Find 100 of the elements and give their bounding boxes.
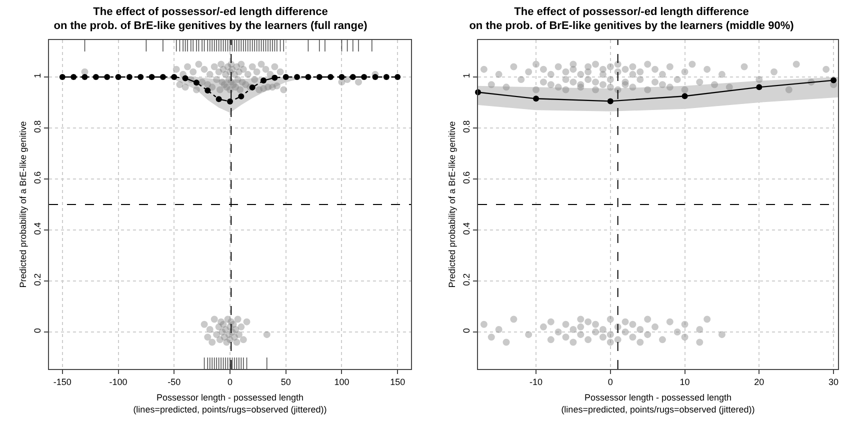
point bbox=[372, 74, 378, 80]
point bbox=[629, 334, 636, 341]
point bbox=[592, 328, 600, 336]
point bbox=[606, 316, 614, 323]
point bbox=[681, 320, 688, 328]
point bbox=[584, 336, 592, 344]
point bbox=[115, 74, 122, 80]
point bbox=[383, 74, 390, 80]
point bbox=[614, 336, 622, 344]
point bbox=[718, 331, 726, 338]
point bbox=[629, 320, 636, 328]
point bbox=[606, 331, 614, 338]
point bbox=[525, 331, 532, 338]
x-tick-label: 0 bbox=[227, 376, 233, 387]
point bbox=[282, 74, 289, 80]
point bbox=[622, 328, 629, 336]
point bbox=[502, 338, 510, 346]
y-tick-label: 0.6 bbox=[32, 171, 42, 184]
point bbox=[644, 331, 652, 338]
point bbox=[182, 75, 188, 82]
point bbox=[305, 74, 312, 80]
point bbox=[696, 338, 704, 346]
point bbox=[674, 328, 681, 336]
point bbox=[495, 326, 502, 333]
x-tick-label: 150 bbox=[390, 376, 406, 387]
point bbox=[59, 74, 66, 80]
point bbox=[148, 74, 155, 80]
y-tick-label: 1 bbox=[32, 73, 42, 78]
point bbox=[547, 318, 554, 326]
y-axis-title: Predicted probability of a BrE-like genitive bbox=[446, 121, 457, 288]
point bbox=[666, 318, 674, 326]
point bbox=[234, 316, 242, 323]
y-tick-label: 0 bbox=[32, 328, 42, 334]
point bbox=[240, 336, 247, 344]
chart-title: The effect of possessor/-ed length difference on the prob. of BrE-like genitives by the learners (full range) bbox=[54, 6, 368, 32]
x-tick-label: 10 bbox=[680, 376, 690, 387]
point bbox=[547, 336, 554, 344]
point bbox=[488, 334, 495, 341]
point bbox=[193, 80, 200, 86]
point bbox=[622, 318, 629, 326]
point bbox=[533, 96, 540, 102]
point bbox=[171, 74, 178, 80]
y-tick-label: 0.8 bbox=[32, 120, 42, 133]
point bbox=[263, 331, 270, 338]
point bbox=[316, 74, 322, 80]
point bbox=[235, 331, 242, 338]
y-tick-label: 1 bbox=[461, 73, 472, 78]
point bbox=[213, 331, 220, 338]
point bbox=[830, 77, 837, 84]
point bbox=[232, 326, 240, 333]
point bbox=[160, 74, 166, 80]
x-axis-title: Possessor length - possessed length (lines=predicted, points/rugs=observed (jittered)) bbox=[133, 392, 327, 414]
x-tick-label: 100 bbox=[334, 376, 350, 387]
point bbox=[540, 323, 547, 330]
y-tick-label: 0.2 bbox=[461, 273, 472, 286]
point bbox=[658, 336, 666, 344]
point bbox=[606, 338, 614, 346]
point bbox=[238, 323, 245, 330]
point bbox=[480, 320, 488, 328]
point bbox=[350, 74, 356, 80]
point bbox=[681, 334, 688, 341]
y-tick-label: 0.8 bbox=[461, 120, 472, 133]
point bbox=[599, 326, 606, 333]
x-tick-label: 30 bbox=[828, 376, 839, 387]
x-tick-label: 50 bbox=[280, 376, 291, 387]
point bbox=[577, 316, 584, 323]
point bbox=[82, 74, 88, 80]
x-tick-label: 0 bbox=[608, 376, 613, 387]
point bbox=[338, 74, 345, 80]
point bbox=[652, 323, 659, 330]
point bbox=[260, 78, 267, 84]
point bbox=[756, 84, 762, 90]
point bbox=[92, 74, 99, 80]
x-axis-title: Possessor length - possessed length (lines=predicted, points/rugs=observed (jittered)) bbox=[561, 392, 755, 414]
x-tick-label: -100 bbox=[109, 376, 128, 387]
point bbox=[592, 320, 600, 328]
point bbox=[510, 316, 518, 323]
point bbox=[696, 326, 704, 333]
y-tick-label: 0 bbox=[461, 328, 472, 334]
point bbox=[682, 93, 688, 100]
y-axis-title: Predicted probability of a BrE-like genitive bbox=[18, 121, 28, 288]
point bbox=[577, 323, 584, 330]
x-tick-label: -10 bbox=[530, 376, 543, 387]
y-tick-label: 0.2 bbox=[32, 273, 42, 286]
point bbox=[126, 74, 132, 80]
point bbox=[607, 98, 614, 104]
point bbox=[636, 326, 644, 333]
point bbox=[138, 74, 144, 80]
point bbox=[636, 338, 644, 346]
point bbox=[394, 74, 401, 80]
point bbox=[570, 338, 577, 346]
y-tick-label: 0.4 bbox=[32, 222, 42, 235]
point bbox=[249, 84, 256, 90]
chart-title: The effect of possessor/-ed length difference on the prob. of BrE-like genitives by the learners (middle 90%) bbox=[469, 6, 794, 32]
x-tick-label: 20 bbox=[754, 376, 764, 387]
point bbox=[361, 74, 368, 80]
point bbox=[208, 338, 216, 346]
point bbox=[210, 316, 218, 323]
point bbox=[570, 326, 577, 333]
point bbox=[577, 331, 584, 338]
